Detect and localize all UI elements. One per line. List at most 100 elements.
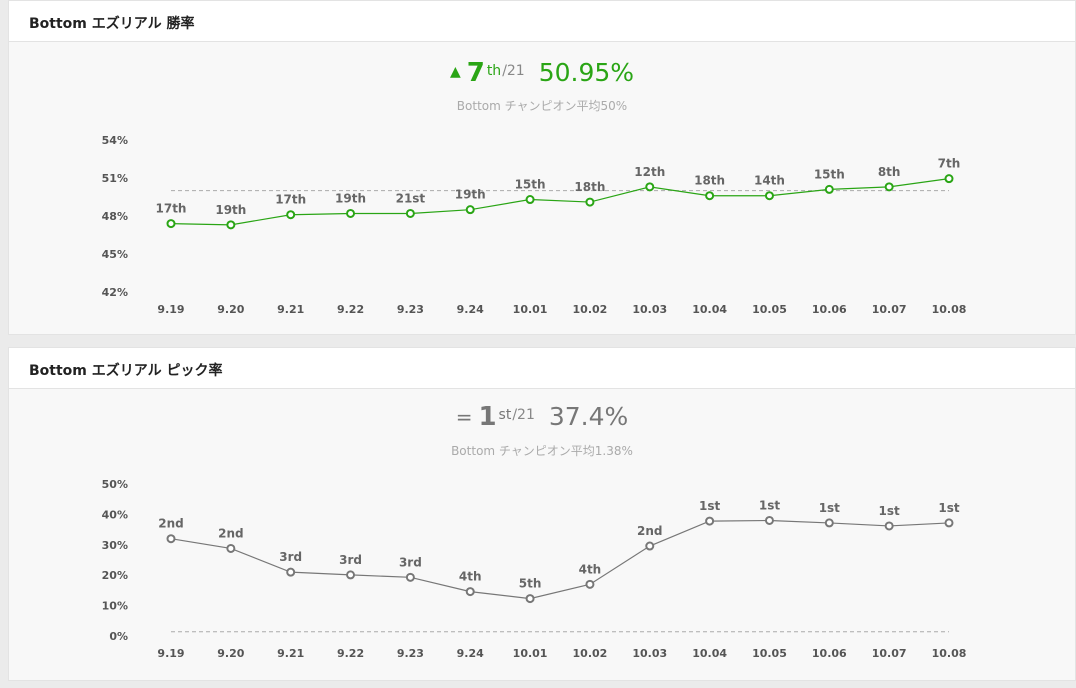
winrate-average-note: Bottom チャンピオン平均50% bbox=[456, 99, 628, 113]
data-point bbox=[465, 587, 475, 597]
data-point bbox=[465, 205, 475, 215]
rank-label: 15th bbox=[814, 167, 845, 181]
rank-label: 1st bbox=[879, 504, 900, 518]
data-point bbox=[884, 182, 894, 192]
x-tick-label: 9.24 bbox=[457, 647, 484, 660]
pickrate-summary: = 1 st/21 37.4% bbox=[9, 402, 1075, 432]
rank-label: 5th bbox=[519, 577, 542, 591]
data-point bbox=[585, 579, 595, 589]
x-tick-label: 10.06 bbox=[812, 647, 847, 660]
x-tick-label: 10.05 bbox=[752, 303, 787, 316]
rank-label: 18th bbox=[694, 174, 725, 188]
rank-label: 2nd bbox=[218, 526, 243, 540]
rank-label: 8th bbox=[878, 165, 901, 179]
data-point bbox=[525, 195, 535, 205]
rank-label: 1st bbox=[699, 499, 720, 513]
x-tick-label: 10.06 bbox=[812, 303, 847, 316]
data-point bbox=[944, 174, 954, 184]
rank-label: 15th bbox=[515, 178, 546, 192]
data-point bbox=[764, 191, 774, 201]
winrate-percent: 50.95% bbox=[538, 58, 635, 87]
pickrate-title: Bottom エズリアル ピック率 bbox=[9, 348, 1075, 389]
data-point bbox=[645, 541, 655, 551]
rank-label: 3rd bbox=[339, 553, 362, 567]
rank-label: 19th bbox=[455, 188, 486, 202]
x-tick-label: 9.23 bbox=[397, 647, 424, 660]
rank-label: 1st bbox=[819, 501, 840, 515]
y-tick-label: 30% bbox=[102, 539, 128, 552]
series-line bbox=[170, 178, 950, 226]
y-tick-label: 50% bbox=[102, 478, 128, 491]
x-tick-label: 9.21 bbox=[277, 303, 304, 316]
x-tick-label: 9.20 bbox=[217, 303, 244, 316]
rank-label: 2nd bbox=[158, 517, 183, 531]
x-tick-label: 9.22 bbox=[337, 303, 364, 316]
x-tick-label: 10.03 bbox=[632, 303, 667, 316]
y-tick-label: 45% bbox=[102, 248, 128, 261]
rank-label: 7th bbox=[938, 157, 961, 171]
x-tick-label: 9.22 bbox=[337, 647, 364, 660]
winrate-rank-total: /21 bbox=[502, 63, 525, 79]
y-tick-label: 20% bbox=[102, 569, 128, 582]
rank-label: 19th bbox=[215, 203, 246, 217]
x-tick-label: 10.04 bbox=[692, 647, 727, 660]
pickrate-rank-total: /21 bbox=[512, 407, 535, 423]
winrate-summary: ▲ 7 th/21 50.95% bbox=[9, 58, 1075, 88]
winrate-title: Bottom エズリアル 勝率 bbox=[9, 1, 1075, 42]
data-point bbox=[944, 518, 954, 528]
x-tick-label: 9.23 bbox=[397, 303, 424, 316]
data-point bbox=[824, 184, 834, 194]
rank-label: 21st bbox=[396, 191, 426, 205]
rank-label: 1st bbox=[759, 498, 780, 512]
rank-label: 4th bbox=[459, 570, 482, 584]
rank-label: 12th bbox=[634, 165, 665, 179]
x-tick-label: 10.04 bbox=[692, 303, 727, 316]
x-tick-label: 10.08 bbox=[932, 303, 967, 316]
data-point bbox=[705, 191, 715, 201]
pickrate-percent: 37.4% bbox=[548, 402, 629, 431]
winrate-chart: 54% 51% 48% 45% 42% 9.19 9.20 9.21 9.22 9.23 9.24 1… bbox=[102, 134, 967, 316]
rank-label: 2nd bbox=[637, 524, 662, 538]
x-tick-label: 9.20 bbox=[217, 647, 244, 660]
data-point bbox=[585, 197, 595, 207]
winrate-rank: 7 bbox=[466, 58, 485, 88]
data-point bbox=[286, 210, 296, 220]
y-tick-label: 48% bbox=[102, 210, 128, 223]
data-point bbox=[405, 572, 415, 582]
data-point bbox=[884, 521, 894, 531]
rank-unchanged-equals-icon: = bbox=[455, 405, 473, 429]
data-point bbox=[226, 543, 236, 553]
x-tick-label: 10.02 bbox=[573, 647, 608, 660]
x-tick-label: 10.05 bbox=[752, 647, 787, 660]
x-tick-label: 10.02 bbox=[573, 303, 608, 316]
pickrate-rank-suffix: st bbox=[498, 407, 512, 423]
x-tick-label: 10.01 bbox=[513, 647, 548, 660]
data-point bbox=[705, 516, 715, 526]
data-point bbox=[346, 208, 356, 218]
pickrate-panel: Bottom エズリアル ピック率 = 1 st/21 37.4% Bottom チャ… bbox=[8, 347, 1076, 681]
rank-label: 1st bbox=[938, 501, 959, 515]
series-line bbox=[170, 519, 950, 600]
rank-label: 3rd bbox=[399, 555, 422, 569]
x-tick-label: 10.03 bbox=[632, 647, 667, 660]
y-tick-label: 40% bbox=[102, 508, 128, 521]
rank-up-arrow-icon: ▲ bbox=[449, 64, 461, 80]
rank-label: 4th bbox=[579, 562, 602, 576]
x-tick-label: 9.24 bbox=[457, 303, 484, 316]
y-tick-label: 10% bbox=[102, 600, 128, 613]
rank-label: 17th bbox=[156, 202, 187, 216]
x-tick-label: 9.21 bbox=[277, 647, 304, 660]
data-point bbox=[405, 208, 415, 218]
winrate-panel: Bottom エズリアル 勝率 ▲ 7 th/21 50.95% Bottom チャン… bbox=[8, 0, 1076, 335]
pickrate-rank: 1 bbox=[478, 402, 497, 432]
y-tick-label: 51% bbox=[102, 172, 128, 185]
x-tick-label: 10.08 bbox=[932, 647, 967, 660]
data-point bbox=[286, 567, 296, 577]
pickrate-average-note: Bottom チャンピオン平均1.38% bbox=[451, 444, 633, 458]
y-tick-label: 54% bbox=[102, 134, 128, 147]
rank-label: 14th bbox=[754, 174, 785, 188]
data-point bbox=[166, 219, 176, 229]
x-tick-label: 10.07 bbox=[872, 647, 907, 660]
data-point bbox=[764, 515, 774, 525]
winrate-rank-suffix: th bbox=[486, 63, 502, 79]
